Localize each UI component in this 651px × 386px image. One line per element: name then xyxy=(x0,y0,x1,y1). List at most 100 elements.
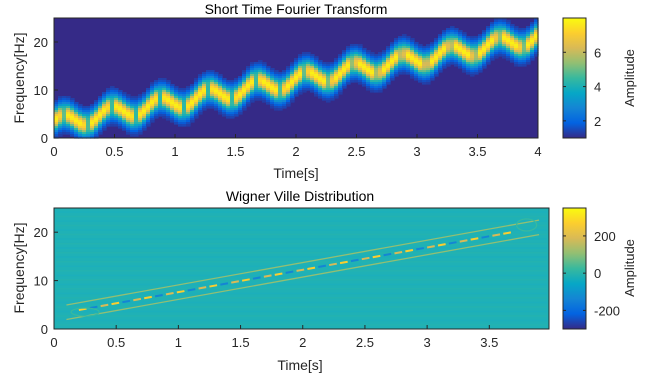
stft-cell xyxy=(342,68,347,71)
stft-cell xyxy=(250,90,255,93)
stft-cell xyxy=(526,46,531,49)
stft-cell xyxy=(390,74,395,77)
stft-cell xyxy=(422,60,427,63)
stft-cell xyxy=(310,62,315,65)
stft-cell xyxy=(138,106,143,109)
stft-cell xyxy=(218,104,223,107)
stft-cell xyxy=(482,56,487,59)
stft-cell xyxy=(314,66,319,69)
stft-cell xyxy=(250,80,255,83)
stft-cell xyxy=(390,52,395,55)
stft-cell xyxy=(146,124,151,127)
stft-cell xyxy=(278,78,283,81)
stft-cell xyxy=(222,84,227,87)
stft-cell xyxy=(422,54,427,57)
stft-cell xyxy=(254,88,259,91)
stft-cell xyxy=(514,64,519,67)
stft-cell xyxy=(278,74,283,77)
stft-cell xyxy=(138,100,143,103)
stft-cell xyxy=(142,120,147,123)
stft-cell xyxy=(230,84,235,87)
stft-cell xyxy=(506,42,511,45)
stft-cell xyxy=(334,84,339,87)
stft-cell xyxy=(190,94,195,97)
stft-cell xyxy=(110,100,115,103)
stft-cell xyxy=(262,72,267,75)
stft-cell xyxy=(234,102,239,105)
stft-cell xyxy=(498,20,503,23)
stft-cell xyxy=(214,98,219,101)
stft-cell xyxy=(310,84,315,87)
stft-cell xyxy=(502,36,507,39)
stft-cell xyxy=(410,70,415,73)
stft-cell xyxy=(258,80,263,83)
stft-cell xyxy=(442,60,447,63)
stft-cell xyxy=(494,48,499,51)
stft-cell xyxy=(246,96,251,99)
stft-cell xyxy=(366,86,371,89)
stft-cell xyxy=(430,62,435,65)
stft-cell xyxy=(402,54,407,57)
stft-cell xyxy=(206,80,211,83)
stft-cell xyxy=(510,40,515,43)
stft-cell xyxy=(450,42,455,45)
stft-cell xyxy=(498,30,503,33)
stft-cell xyxy=(442,30,447,33)
stft-cell xyxy=(406,36,411,39)
stft-cell xyxy=(102,108,107,111)
stft-cell xyxy=(334,96,339,99)
stft-cell xyxy=(354,46,359,49)
stft-cell xyxy=(102,102,107,105)
stft-cell xyxy=(106,100,111,103)
stft-cell xyxy=(294,76,299,79)
stft-cell xyxy=(110,88,115,91)
stft-cell xyxy=(390,78,395,81)
stft-cell xyxy=(274,76,279,79)
stft-cell xyxy=(458,56,463,59)
stft-cell xyxy=(354,66,359,69)
stft-cell xyxy=(158,92,163,95)
stft-cell xyxy=(146,94,151,97)
wvd-center-segment xyxy=(274,272,283,276)
stft-cell xyxy=(158,86,163,89)
stft-cell xyxy=(262,84,267,87)
stft-cell xyxy=(70,118,75,121)
stft-cell xyxy=(58,132,63,135)
stft-cell xyxy=(358,64,363,67)
stft-cell xyxy=(354,58,359,61)
stft-cell xyxy=(494,26,499,29)
stft-cell xyxy=(414,64,419,67)
stft-cell xyxy=(134,134,139,137)
stft-cell xyxy=(434,74,439,77)
stft-cell xyxy=(186,86,191,89)
stft-cell xyxy=(258,92,263,95)
stft-cell xyxy=(522,32,527,35)
stft-cell xyxy=(422,64,427,67)
stft-cell xyxy=(190,108,195,111)
stft-cell xyxy=(110,104,115,107)
stft-cell xyxy=(330,62,335,65)
stft-cell xyxy=(410,56,415,59)
stft-cell xyxy=(342,82,347,85)
stft-cell xyxy=(514,40,519,43)
stft-cell xyxy=(414,66,419,69)
stft-cell xyxy=(270,68,275,71)
stft-cell xyxy=(446,40,451,43)
stft-cell xyxy=(294,94,299,97)
stft-cell xyxy=(170,110,175,113)
stft-cell xyxy=(258,84,263,87)
stft-cell xyxy=(322,74,327,77)
stft-cell xyxy=(266,68,271,71)
stft-cell xyxy=(102,106,107,109)
stft-cell xyxy=(166,94,171,97)
stft-cell xyxy=(186,96,191,99)
stft-cell xyxy=(94,100,99,103)
stft-cell xyxy=(302,84,307,87)
stft-cell xyxy=(318,74,323,77)
stft-cell xyxy=(110,110,115,113)
stft-cell xyxy=(250,66,255,69)
stft-cell xyxy=(378,54,383,57)
stft-cell xyxy=(482,40,487,43)
stft-cell xyxy=(254,64,259,67)
stft-cell xyxy=(94,102,99,105)
